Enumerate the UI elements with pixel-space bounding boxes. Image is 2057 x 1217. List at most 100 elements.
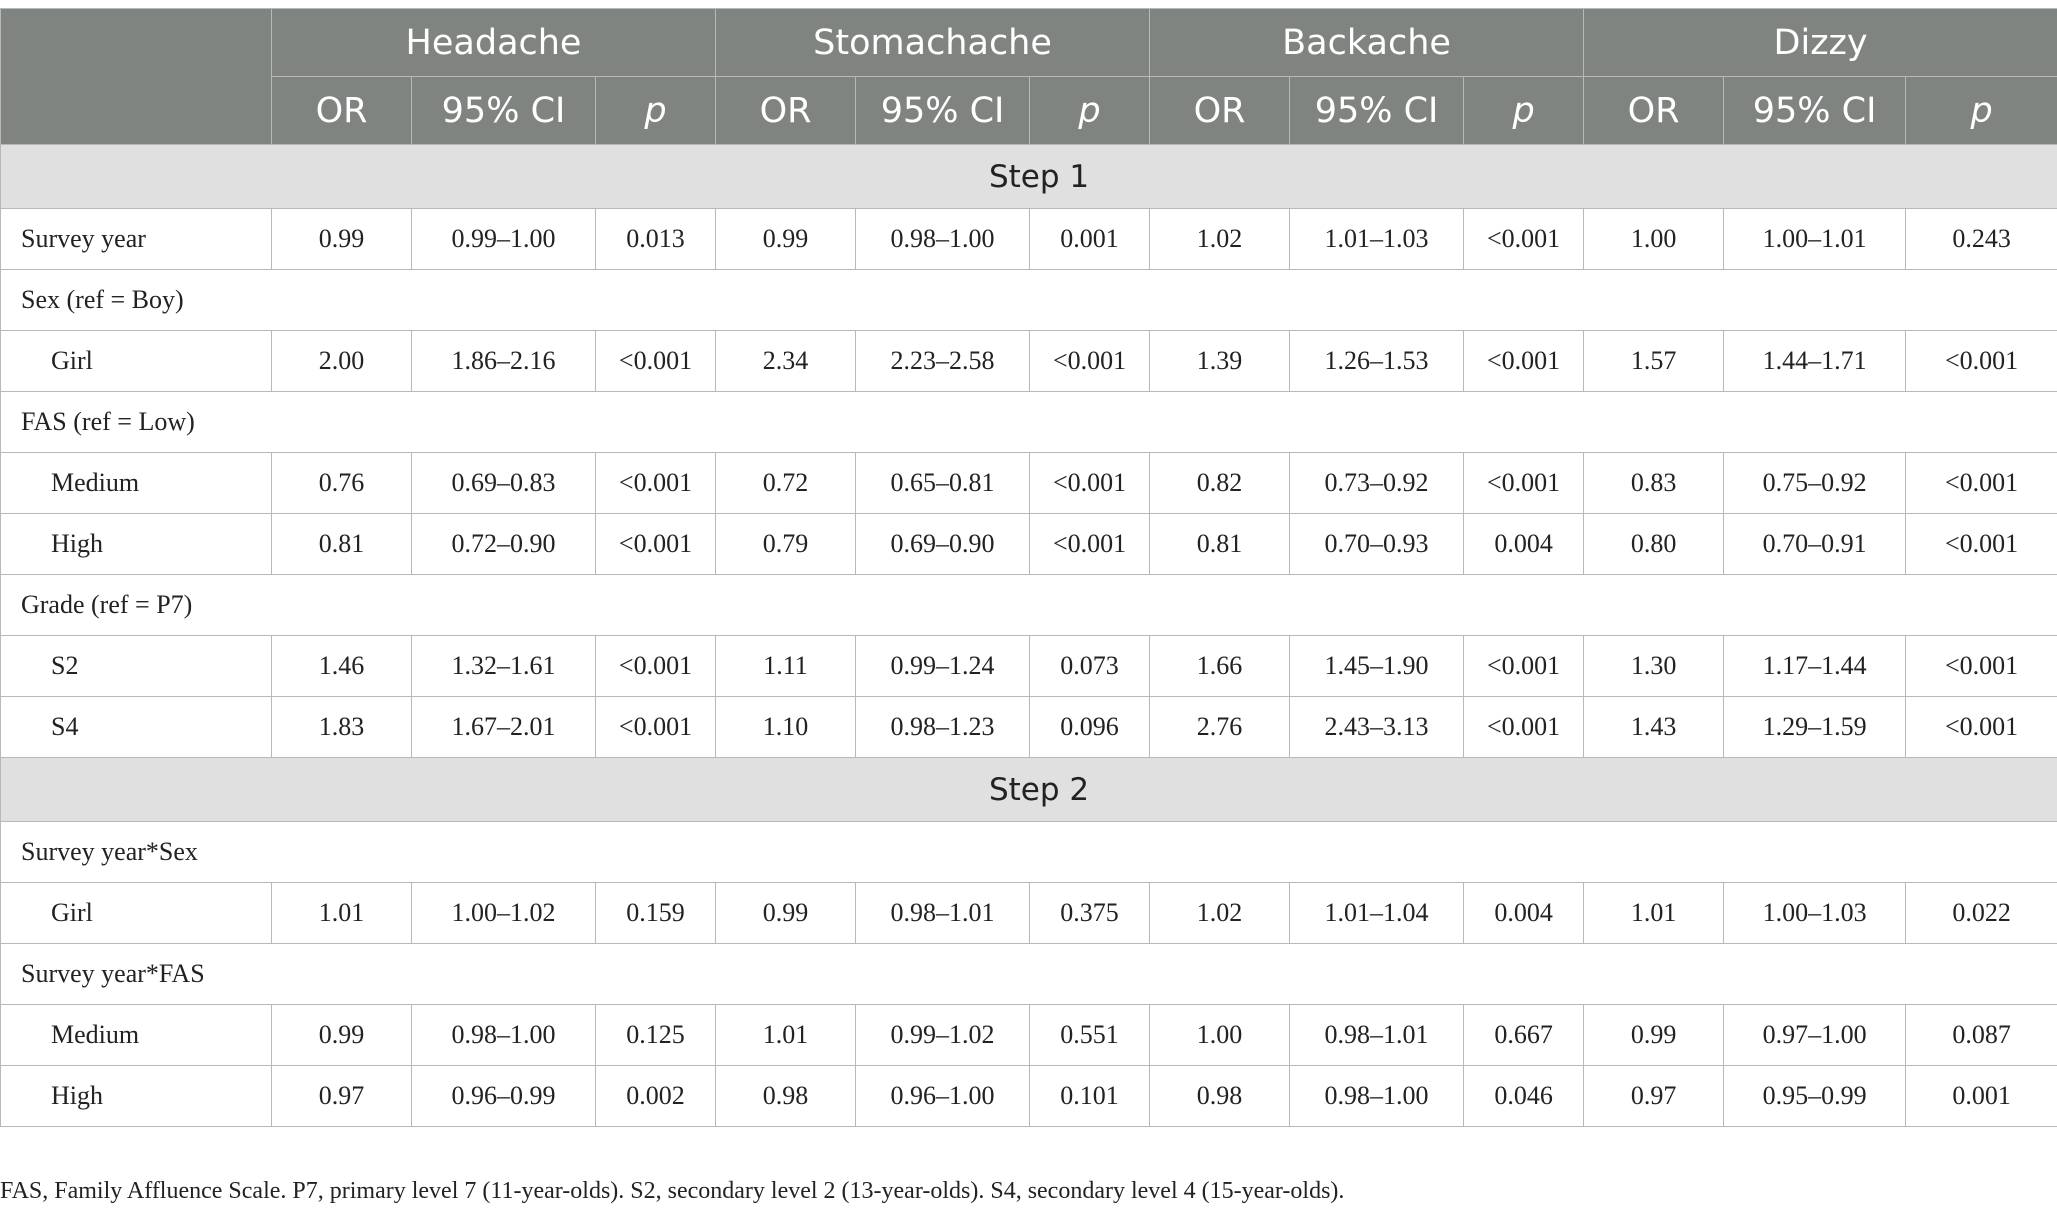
cell-p: <0.001 (1905, 635, 2057, 697)
table-row: Survey year 0.99 0.99–1.00 0.013 0.99 0.98–1… (0, 208, 2057, 270)
cell-or: 0.99 (715, 208, 857, 270)
cell-or: 0.81 (1149, 513, 1291, 575)
cell-p: <0.001 (1905, 513, 2057, 575)
cell-ci: 0.70–0.93 (1289, 513, 1465, 575)
cell-p: <0.001 (1905, 696, 2057, 758)
cell-p: 0.022 (1905, 882, 2057, 944)
cell-p: <0.001 (1463, 635, 1585, 697)
header-p: p (1029, 76, 1151, 145)
cell-or: 1.01 (1583, 882, 1725, 944)
table-row: Medium 0.76 0.69–0.83 <0.001 0.72 0.65–0.81 <… (0, 452, 2057, 514)
cell-ci: 1.01–1.03 (1289, 208, 1465, 270)
cell-p: 0.243 (1905, 208, 2057, 270)
group-row: Survey year*Sex (0, 821, 2057, 883)
cell-or: 1.00 (1583, 208, 1725, 270)
regression-table: Headache Stomachache Backache Dizzy OR 9… (0, 8, 2057, 1127)
cell-ci: 0.73–0.92 (1289, 452, 1465, 514)
cell-ci: 0.98–1.01 (1289, 1004, 1465, 1066)
cell-or: 1.66 (1149, 635, 1291, 697)
cell-or: 0.83 (1583, 452, 1725, 514)
cell-or: 1.01 (715, 1004, 857, 1066)
header-backache: Backache (1149, 8, 1585, 77)
group-row: Grade (ref = P7) (0, 574, 2057, 636)
cell-p: <0.001 (1905, 330, 2057, 392)
step-row: Step 1 (0, 144, 2057, 209)
cell-or: 1.11 (715, 635, 857, 697)
cell-p: 0.667 (1463, 1004, 1585, 1066)
cell-p: 0.001 (1905, 1065, 2057, 1127)
cell-ci: 0.95–0.99 (1723, 1065, 1907, 1127)
header-p: p (594, 76, 717, 145)
cell-ci: 1.67–2.01 (411, 696, 596, 758)
cell-or: 1.57 (1583, 330, 1725, 392)
cell-p: <0.001 (594, 513, 717, 575)
cell-or: 1.83 (271, 696, 412, 758)
cell-p: 0.013 (594, 208, 717, 270)
cell-p: <0.001 (1463, 696, 1585, 758)
cell-ci: 1.32–1.61 (411, 635, 596, 697)
table-row: High 0.97 0.96–0.99 0.002 0.98 0.96–1.00 0.10… (0, 1065, 2057, 1127)
cell-or: 0.97 (271, 1065, 412, 1127)
cell-ci: 2.23–2.58 (855, 330, 1031, 392)
cell-ci: 0.69–0.83 (411, 452, 596, 514)
cell-ci: 0.97–1.00 (1723, 1004, 1907, 1066)
cell-ci: 0.98–1.00 (1289, 1065, 1465, 1127)
cell-ci: 0.99–1.24 (855, 635, 1031, 697)
cell-or: 1.10 (715, 696, 857, 758)
cell-or: 0.97 (1583, 1065, 1725, 1127)
cell-ci: 0.65–0.81 (855, 452, 1031, 514)
header-or: OR (715, 76, 857, 145)
cell-p: <0.001 (1029, 330, 1151, 392)
cell-p: 0.087 (1905, 1004, 2057, 1066)
cell-or: 0.76 (271, 452, 412, 514)
header-ci: 95% CI (1723, 76, 1907, 145)
cell-p: 0.096 (1029, 696, 1151, 758)
cell-ci: 0.96–1.00 (855, 1065, 1031, 1127)
cell-or: 1.39 (1149, 330, 1291, 392)
group-label: Grade (ref = P7) (0, 574, 2057, 636)
cell-ci: 1.29–1.59 (1723, 696, 1907, 758)
cell-or: 0.99 (715, 882, 857, 944)
cell-or: 2.34 (715, 330, 857, 392)
cell-ci: 0.98–1.01 (855, 882, 1031, 944)
header-ci: 95% CI (411, 76, 596, 145)
group-label: Survey year*FAS (0, 943, 2057, 1005)
cell-p: 0.001 (1029, 208, 1151, 270)
cell-or: 2.76 (1149, 696, 1291, 758)
cell-p: 0.046 (1463, 1065, 1585, 1127)
cell-ci: 0.98–1.00 (411, 1004, 596, 1066)
header-ci: 95% CI (1289, 76, 1465, 145)
cell-ci: 0.96–0.99 (411, 1065, 596, 1127)
cell-p: <0.001 (594, 696, 717, 758)
header-or: OR (271, 76, 412, 145)
cell-or: 1.46 (271, 635, 412, 697)
cell-or: 1.00 (1149, 1004, 1291, 1066)
header-row-groups: Headache Stomachache Backache Dizzy (0, 8, 2057, 145)
header-ci: 95% CI (855, 76, 1031, 145)
cell-ci: 0.69–0.90 (855, 513, 1031, 575)
cell-p: <0.001 (594, 452, 717, 514)
cell-or: 0.80 (1583, 513, 1725, 575)
cell-or: 1.01 (271, 882, 412, 944)
step-row: Step 2 (0, 757, 2057, 822)
cell-p: <0.001 (1463, 208, 1585, 270)
cell-ci: 1.26–1.53 (1289, 330, 1465, 392)
table-row: Girl 2.00 1.86–2.16 <0.001 2.34 2.23–2.58 <0.… (0, 330, 2057, 392)
group-label: Sex (ref = Boy) (0, 269, 2057, 331)
cell-p: <0.001 (594, 635, 717, 697)
cell-or: 0.72 (715, 452, 857, 514)
cell-ci: 0.75–0.92 (1723, 452, 1907, 514)
cell-or: 0.98 (1149, 1065, 1291, 1127)
cell-p: <0.001 (1905, 452, 2057, 514)
cell-ci: 2.43–3.13 (1289, 696, 1465, 758)
cell-or: 1.02 (1149, 208, 1291, 270)
cell-or: 0.81 (271, 513, 412, 575)
table-row: S4 1.83 1.67–2.01 <0.001 1.10 0.98–1.23 0.096… (0, 696, 2057, 758)
cell-or: 0.82 (1149, 452, 1291, 514)
cell-p: 0.073 (1029, 635, 1151, 697)
row-label: S4 (0, 696, 272, 758)
cell-or: 0.99 (271, 208, 412, 270)
group-row: Sex (ref = Boy) (0, 269, 2057, 331)
cell-ci: 1.00–1.02 (411, 882, 596, 944)
cell-p: 0.101 (1029, 1065, 1151, 1127)
